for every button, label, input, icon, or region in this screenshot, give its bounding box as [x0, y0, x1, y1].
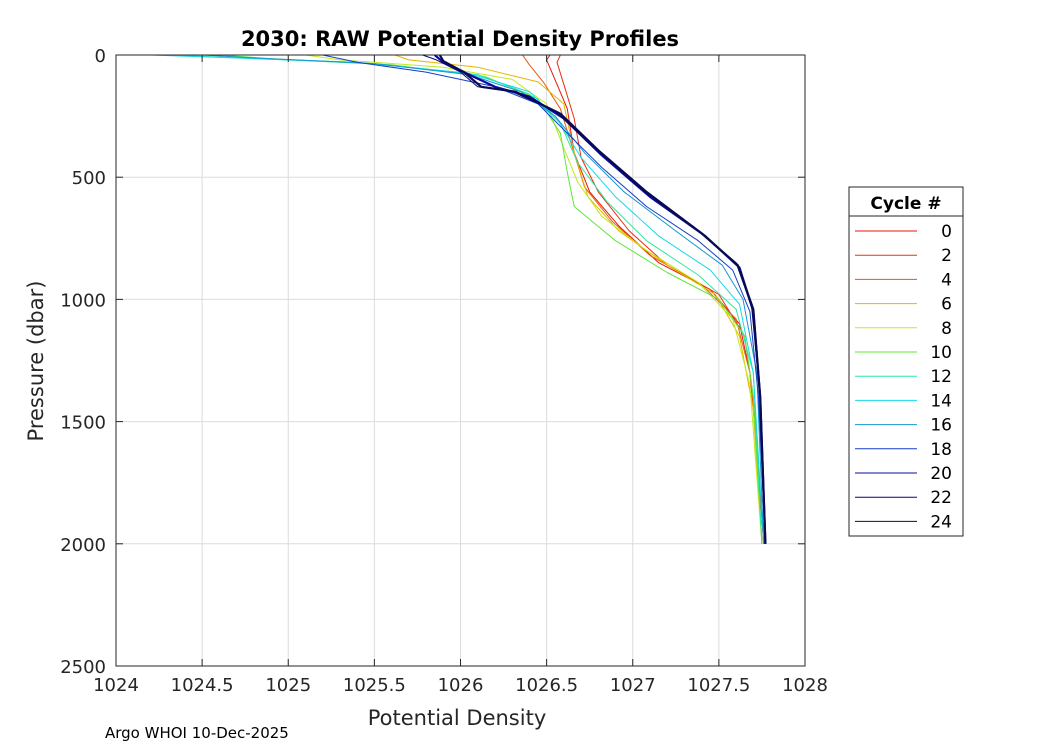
chart-title: 2030: RAW Potential Density Profiles [241, 27, 679, 51]
legend-label: 16 [930, 416, 952, 436]
legend-label: 14 [930, 391, 952, 411]
x-tick-label: 1025 [265, 675, 311, 696]
footer-credit: Argo WHOI 10-Dec-2025 [105, 724, 289, 742]
legend-title: Cycle # [870, 194, 941, 214]
legend-label: 10 [930, 343, 952, 363]
series-line-cycle-24 [438, 55, 767, 544]
y-tick-label: 500 [72, 168, 106, 189]
y-tick-label: 2500 [60, 657, 106, 678]
y-axis-label: Pressure (dbar) [24, 281, 48, 442]
legend-label: 20 [930, 464, 952, 484]
legend-label: 0 [941, 222, 952, 242]
x-tick-label: 1024.5 [171, 675, 234, 696]
series-line-cycle-18 [322, 55, 766, 544]
series-line-cycle-16 [202, 55, 765, 544]
y-tick-label: 1500 [60, 413, 106, 434]
legend-label: 12 [930, 367, 952, 387]
axis-ticks: 1024 1024.5 1025 1025.5 1026 1026.5 1027 1027.5… [60, 46, 828, 696]
y-tick-label: 2000 [60, 535, 106, 556]
legend-label: 18 [930, 440, 952, 460]
x-tick-label: 1024 [93, 675, 139, 696]
legend-label: 22 [930, 488, 952, 508]
x-tick-label: 1028 [782, 675, 828, 696]
legend-box [848, 186, 964, 537]
y-tick-label: 1000 [60, 290, 106, 311]
x-tick-label: 1025.5 [343, 675, 406, 696]
legend-label: 2 [941, 246, 952, 266]
y-tick-label: 0 [95, 46, 106, 67]
series-group [150, 55, 767, 544]
x-tick-label: 1027 [610, 675, 656, 696]
x-tick-label: 1026 [438, 675, 484, 696]
x-tick-label: 1027.5 [687, 675, 750, 696]
legend-label: 6 [941, 295, 952, 315]
x-tick-label: 1026.5 [515, 675, 578, 696]
x-axis-label: Potential Density [368, 706, 547, 730]
legend-label: 8 [941, 319, 952, 339]
legend-label: 4 [941, 270, 952, 290]
legend-label: 24 [930, 512, 952, 532]
